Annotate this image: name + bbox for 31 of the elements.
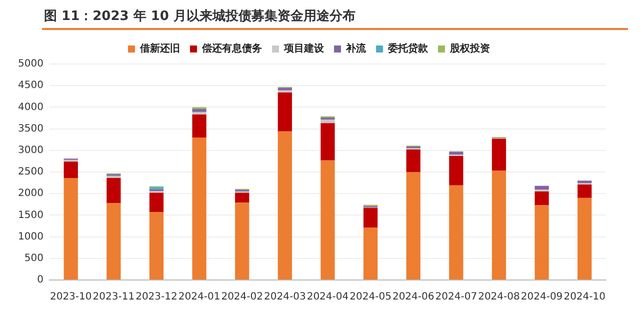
- x-tick-label: 2024-02: [221, 292, 263, 303]
- x-tick-label: 2024-07: [435, 292, 478, 303]
- x-tick-label: 2023-11: [92, 292, 135, 303]
- y-tick-label: 0: [37, 274, 44, 286]
- x-tick-label: 2024-09: [520, 292, 563, 303]
- y-tick-label: 1500: [18, 210, 44, 221]
- x-tick-label: 2024-10: [564, 292, 606, 303]
- y-tick-label: 1000: [18, 231, 44, 242]
- y-tick-label: 2000: [18, 188, 44, 200]
- y-tick-label: 3000: [18, 144, 44, 156]
- x-tick-label: 2024-06: [392, 292, 434, 303]
- y-tick-label: 5000: [18, 58, 44, 70]
- y-tick-label: 500: [24, 252, 44, 264]
- y-tick-label: 4000: [18, 102, 44, 113]
- x-tick-label: 2024-05: [350, 292, 392, 303]
- legend-label: 补流: [345, 42, 367, 55]
- y-tick-label: 2500: [18, 166, 44, 178]
- legend-label: 委托贷款: [387, 42, 429, 55]
- legend-label: 借新还旧: [139, 42, 180, 55]
- legend-label: 股权投资: [449, 42, 490, 55]
- x-tick-label: 2024-04: [306, 292, 349, 303]
- x-tick-label: 2023-12: [136, 292, 178, 303]
- chart-title: 图 11：2023 年 10 月以来城投债募集资金用途分布: [43, 8, 356, 26]
- legend-label: 项目建设: [283, 42, 325, 55]
- x-tick-label: 2023-10: [50, 292, 92, 303]
- x-tick-label: 2024-08: [478, 292, 520, 303]
- x-tick-label: 2024-03: [264, 292, 306, 303]
- x-tick-label: 2024-01: [178, 292, 220, 303]
- y-tick-label: 3500: [18, 123, 44, 134]
- legend-label: 偿还有息债务: [201, 42, 262, 55]
- y-tick-label: 4500: [18, 80, 44, 92]
